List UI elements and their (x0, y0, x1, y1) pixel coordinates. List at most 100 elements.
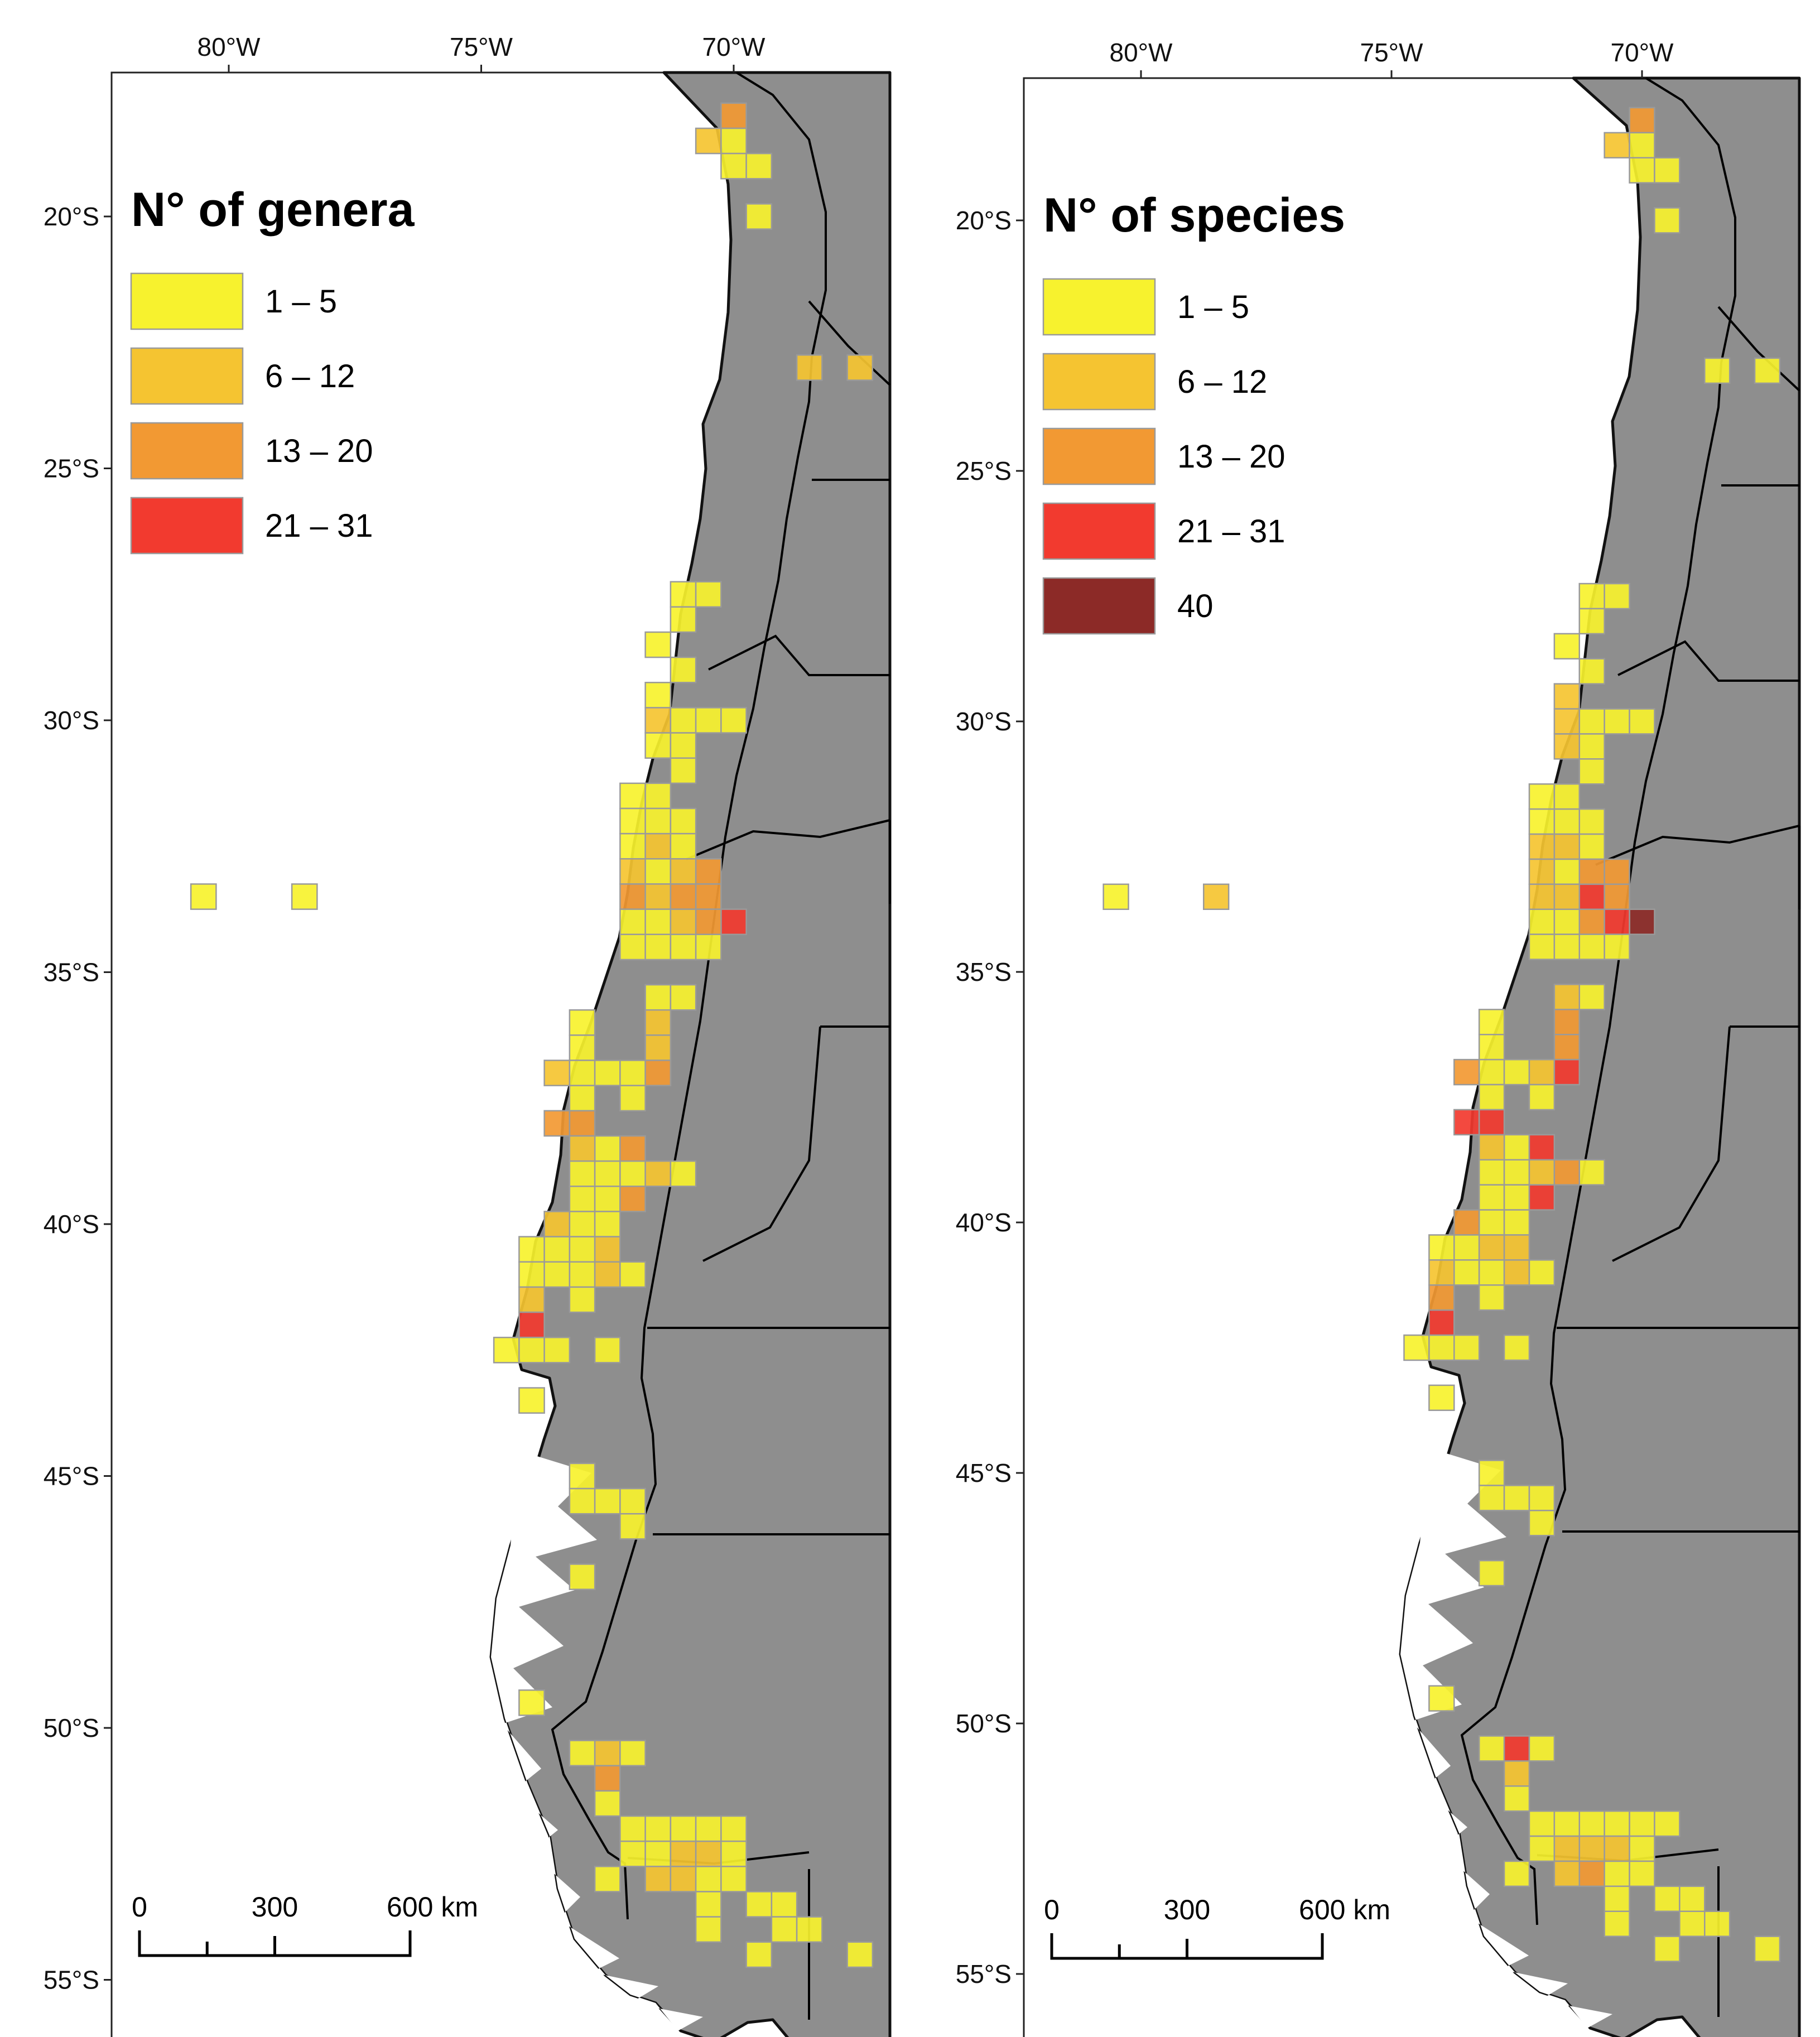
grid-cell (1578, 833, 1605, 860)
grid-cell (1478, 1259, 1505, 1286)
grid-cell (1478, 1460, 1505, 1486)
grid-cell (644, 1866, 672, 1892)
grid-cell (594, 1790, 621, 1817)
grid-cell (1528, 1510, 1556, 1537)
grid-cell (1604, 883, 1630, 910)
grid-cell (1428, 1234, 1455, 1261)
grid-cell (1478, 1109, 1505, 1136)
axis-tick-labels: 80°W 75°W 70°W 20°S 25°S 30°S 35°S 40°S 45°S 50°S… (44, 32, 765, 1995)
grid-cell (1578, 883, 1605, 910)
grid-cell (745, 152, 773, 180)
grid-cell (1754, 357, 1781, 384)
lat-tick-label: 55°S (44, 1966, 99, 1995)
grid-cell (1604, 858, 1630, 885)
grid-cell (619, 1740, 646, 1766)
grid-cell (619, 933, 646, 961)
grid-cell (1654, 1810, 1681, 1837)
grid-cell (1629, 1810, 1655, 1837)
grid-cell (771, 1916, 798, 1943)
grid-cells (1102, 107, 1781, 1962)
grid-cell (1453, 1209, 1480, 1236)
lat-tick-label: 55°S (956, 1959, 1012, 1988)
grid-cell (1528, 833, 1556, 860)
grid-cell (518, 1689, 545, 1716)
grid-cell (190, 883, 217, 910)
grid-cell (695, 1916, 722, 1943)
grid-cell (1679, 1885, 1706, 1913)
grid-cell (670, 606, 697, 633)
legend-swatch (1042, 427, 1156, 485)
grid-cell (569, 1487, 596, 1515)
grid-cell (1503, 1159, 1530, 1186)
grid-cell (670, 984, 697, 1011)
grid-cell (1528, 1058, 1556, 1086)
country-borders (551, 71, 891, 2020)
grid-cell (695, 707, 722, 734)
scale-bar-label: 0 (132, 1891, 147, 1923)
map-panel-species: 80°W 75°W 70°W 20°S 25°S 30°S 35°S 40°S 45°S 50°S… (956, 38, 1801, 2037)
grid-cell (1629, 157, 1655, 184)
grid-cell (569, 1009, 596, 1036)
grid-cell (1629, 1835, 1655, 1862)
grid-cell (644, 1815, 672, 1842)
grid-cell (1553, 1034, 1581, 1061)
grid-cell (720, 127, 747, 155)
grid-cell (1528, 1159, 1556, 1186)
grid-cell (1478, 1559, 1505, 1587)
grid-cell (644, 832, 672, 860)
legend-swatch (130, 497, 244, 555)
grid-cell (644, 1060, 672, 1086)
grid-cell (695, 933, 722, 961)
grid-cell (1503, 1259, 1530, 1286)
grid-cell (670, 832, 697, 860)
grid-cell (1553, 708, 1581, 735)
grid-cell (720, 908, 747, 936)
grid-cell (644, 1009, 672, 1036)
grid-cell (745, 1891, 773, 1918)
grid-cell (644, 807, 672, 835)
grid-cell (1553, 783, 1581, 810)
grid-cell (1604, 1885, 1630, 1913)
grid-cell (1578, 733, 1605, 760)
grid-cell (619, 1261, 646, 1288)
legend-swatch (1042, 353, 1156, 411)
grid-cell (1553, 733, 1581, 760)
lon-tick-label: 70°W (702, 32, 766, 61)
grid-cell (1754, 1935, 1781, 1962)
grid-cell (695, 1891, 722, 1918)
grid-cell (1528, 858, 1556, 885)
grid-cell (670, 1840, 697, 1867)
grid-cell (1528, 1735, 1556, 1762)
grid-cells (190, 102, 874, 1968)
grid-cell (695, 1840, 722, 1867)
grid-cell (594, 1236, 621, 1263)
lat-tick-label: 25°S (44, 454, 99, 483)
grid-cell (518, 1336, 545, 1364)
grid-cell (1403, 1334, 1430, 1361)
legend-title: N° of genera (131, 183, 415, 237)
grid-cell (594, 1336, 621, 1364)
grid-cell (594, 1160, 621, 1187)
grid-cell (291, 883, 318, 910)
grid-cell (846, 354, 874, 381)
grid-cell (1503, 1184, 1530, 1211)
grid-cell (644, 984, 672, 1011)
grid-cell (594, 1740, 621, 1766)
grid-cell (594, 1186, 621, 1212)
grid-cell (695, 858, 722, 885)
legend-swatch (1042, 577, 1156, 635)
grid-cell (569, 1110, 596, 1137)
grid-cell (720, 1866, 747, 1892)
grid-cell (1453, 1234, 1480, 1261)
legend-label: 6 – 12 (265, 358, 355, 394)
grid-cell (1654, 157, 1681, 184)
grid-cell (1578, 933, 1605, 960)
lat-tick-label: 50°S (956, 1709, 1012, 1738)
legend-swatch (1042, 502, 1156, 560)
grid-cell (695, 581, 722, 608)
grid-cell (569, 1160, 596, 1187)
grid-cell (1503, 1334, 1530, 1361)
grid-cell (1102, 883, 1129, 910)
grid-cell (644, 908, 672, 936)
grid-cell (518, 1236, 545, 1263)
